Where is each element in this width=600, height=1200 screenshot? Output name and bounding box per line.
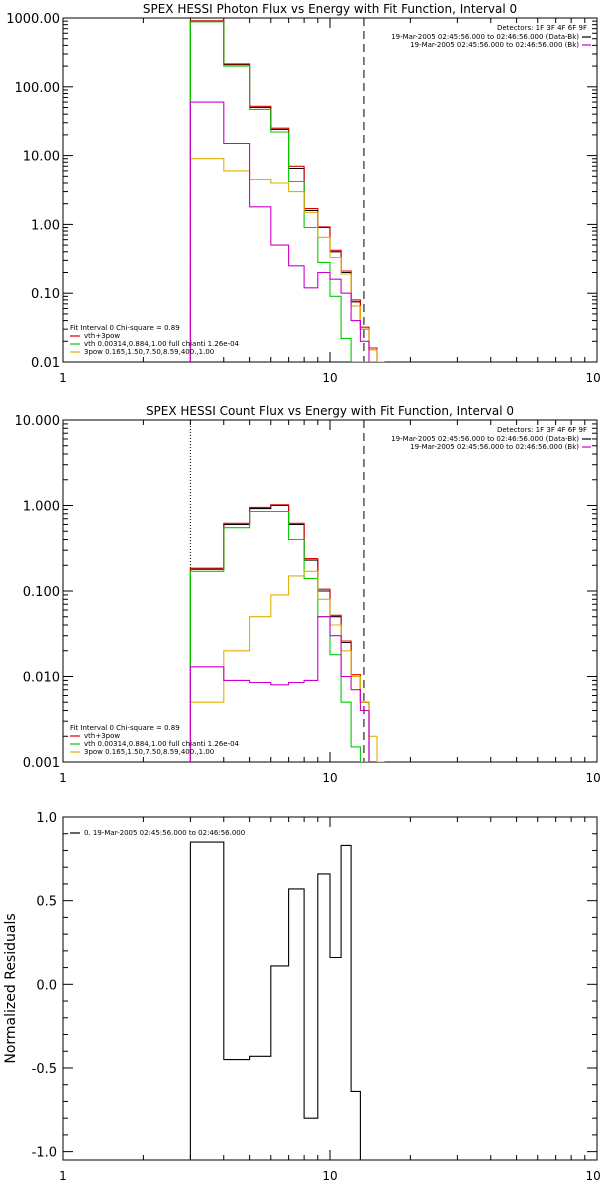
series-residuals-line [189,841,361,1160]
legend-entry-label: 19-Mar-2005 02:45:56.000 to 02:46:56.000… [410,443,579,451]
y-tick-label: 1.000 [23,500,60,515]
legend-header: Detectors: 1F 3F 4F 6F 9F [497,24,587,32]
y-tick-label: 10.00 [23,150,60,165]
y-tick-label: 1000.00 [6,12,60,27]
x-tick-label: 1 [59,1169,67,1183]
y-tick-label: 0.10 [31,287,60,302]
legend-entry-label: vth+3pow [84,332,120,340]
x-tick-label: 100 [586,1169,600,1183]
x-tick-label: 1 [59,371,67,385]
legend-entry-label: 19-Mar-2005 02:45:56.000 to 02:46:56.000… [391,435,579,443]
x-tick-label: 10 [322,1169,337,1183]
legend-entry-label: 3pow 0.165,1.50,7.50,8.59,400.,1.00 [84,748,214,756]
x-tick-label: 1 [59,771,67,785]
x-tick-label: 100 [586,771,600,785]
y-tick-label: 10.000 [15,414,61,429]
x-tick-label: 10 [322,771,337,785]
legend-entry-label: vth+3pow [84,732,120,740]
plot-frame [62,17,598,363]
legend-entry-label: vth 0.00314,0.884,1.00 full chianti 1.26… [84,740,240,748]
series-data-bk-line [189,504,370,762]
y-tick-label: -1.0 [32,1146,57,1161]
y-tick-label: 0.010 [23,671,60,686]
series-3pow-line [189,570,385,762]
y-tick-label: 1.00 [31,218,60,233]
legend-entry-label: 3pow 0.165,1.50,7.50,8.59,400.,1.00 [84,348,214,356]
series-vth-line [189,21,377,362]
series-vth-3pow-line [189,20,378,362]
y-axis-label: Normalized Residuals [3,913,19,1063]
series-3pow-line [189,158,385,362]
plot-frame [62,816,598,1161]
series-vth-line [189,510,369,762]
y-tick-label: 0.0 [36,978,57,993]
series-vth-3pow-line [189,504,370,762]
series-bk-line [189,101,370,362]
legend-header: Fit Interval 0 Chi-square = 0.89 [70,724,180,732]
legend-entry-label: 19-Mar-2005 02:45:56.000 to 02:46:56.000… [410,41,579,49]
x-tick-label: 10 [322,371,337,385]
legend-header: Detectors: 1F 3F 4F 6F 9F [497,426,587,434]
y-tick-label: 100.00 [15,81,61,96]
y-tick-label: 0.001 [23,756,60,771]
series-bk-line [189,616,370,762]
y-tick-label: 0.100 [23,585,60,600]
legend-entry-label: 0. 19-Mar-2005 02:45:56.000 to 02:46:56.… [84,829,245,837]
y-tick-label: 0.5 [36,895,57,910]
legend-header: Fit Interval 0 Chi-square = 0.89 [70,324,180,332]
y-tick-label: 0.01 [31,356,60,371]
legend-entry-label: 19-Mar-2005 02:45:56.000 to 02:46:56.000… [391,33,579,41]
chart-title: SPEX HESSI Photon Flux vs Energy with Fi… [143,2,517,16]
legend-entry-label: vth 0.00314,0.884,1.00 full chianti 1.26… [84,340,240,348]
y-tick-label: 1.0 [36,811,57,826]
y-tick-label: -0.5 [32,1062,57,1077]
x-tick-label: 100 [586,371,600,385]
series-data-bk-line [189,20,378,362]
chart-title: SPEX HESSI Count Flux vs Energy with Fit… [146,404,514,418]
